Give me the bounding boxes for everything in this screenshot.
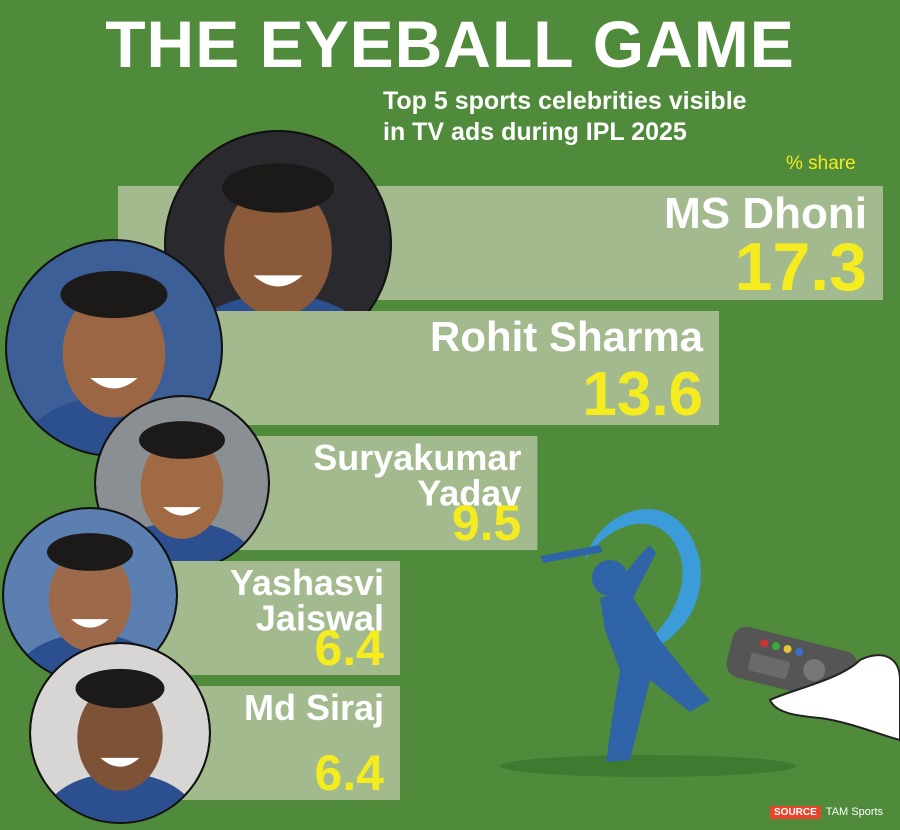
subtitle-line-1: Top 5 sports celebrities visible [383, 87, 747, 115]
photo-hair [47, 533, 133, 571]
photo-face [48, 547, 132, 651]
photo-hair [60, 270, 168, 319]
swoosh-shape [585, 508, 701, 665]
shadow-shape [500, 755, 796, 777]
photo-shoulders [44, 773, 196, 822]
remote-button [760, 639, 769, 648]
photo-face [77, 684, 163, 791]
bar-value-label: 6.4 [314, 745, 384, 801]
bar-value-label: 6.4 [314, 620, 384, 676]
photo-hair [139, 421, 225, 459]
source-tag: SOURCE [770, 806, 821, 819]
celebrity-photo [31, 644, 209, 822]
bar-name-label: MS Dhoni [664, 189, 867, 238]
photo-face [62, 289, 166, 418]
bar-group: Md Siraj 6.4 [29, 642, 400, 824]
chart-subtitle: Top 5 sports celebrities visible in TV a… [383, 86, 823, 148]
remote-illustration [726, 626, 900, 742]
source-note: SOURCE TAM Sports [770, 806, 884, 819]
bar-name-label: Yadav [417, 472, 521, 513]
photo-face [224, 182, 332, 317]
remote-button [795, 647, 804, 656]
remote-keys [747, 653, 790, 679]
photo-smile [163, 507, 201, 516]
source-name: TAM Sports [825, 806, 884, 818]
photo-smile [253, 275, 303, 287]
bar-name-label: Suryakumar [313, 437, 521, 478]
bar-value-label: 9.5 [452, 495, 522, 551]
subtitle-line-2: in TV ads during IPL 2025 [383, 118, 687, 146]
photo-hair [75, 668, 165, 709]
batsman-body [600, 590, 710, 762]
photo-face [140, 435, 224, 539]
bar-name-label: Jaiswal [256, 597, 384, 638]
remote-button [783, 644, 792, 653]
photo-smile [71, 619, 109, 628]
chart-title: THE EYEBALL GAME [105, 7, 795, 81]
remote-dpad [803, 659, 826, 682]
bat-shape [540, 545, 603, 563]
unit-label: % share [786, 153, 856, 174]
photo-hair [222, 163, 334, 213]
bar-name-label: Yashasvi [230, 562, 384, 603]
remote-button [771, 642, 780, 651]
bar-value-label: 17.3 [735, 229, 867, 305]
photo-smile [90, 377, 138, 389]
batsman-arm [612, 545, 656, 600]
bar-name-label: Md Siraj [244, 687, 384, 728]
bar-name-label: Rohit Sharma [430, 313, 704, 360]
batsman-illustration [500, 508, 796, 777]
photo-smile [100, 757, 140, 767]
bar-value-label: 13.6 [582, 360, 703, 429]
